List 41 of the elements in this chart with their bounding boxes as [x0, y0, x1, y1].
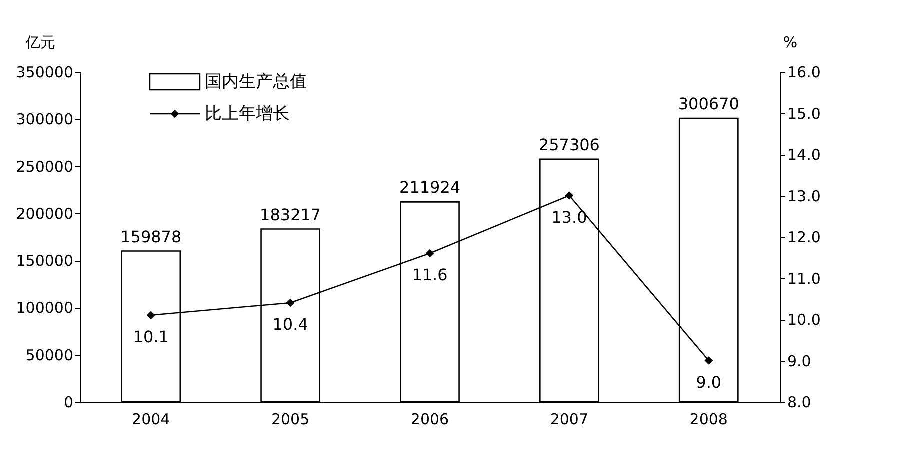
data-label: 9.0	[696, 372, 722, 392]
point	[146, 311, 156, 320]
data-label: 13.0	[552, 208, 588, 227]
point	[426, 249, 434, 258]
y-tick-label: 200000	[16, 204, 74, 223]
legend-label: 比上年增长	[205, 104, 290, 124]
point	[565, 192, 574, 200]
y-tick-label: 50000	[26, 346, 74, 364]
y2-tick-label: 16.0	[788, 64, 821, 82]
x-tick-label: 2006	[410, 410, 450, 428]
y2-tick-label: 13.0	[788, 187, 821, 206]
data-label: 300670	[678, 94, 740, 114]
data-label: 159878	[120, 227, 182, 246]
data-label: 211924	[399, 178, 461, 198]
y-tick-label: 150000	[16, 252, 74, 270]
data-label: 257306	[538, 135, 600, 154]
x-tick-label: 2008	[690, 410, 728, 428]
point	[286, 298, 295, 308]
y2-tick-label: 12.0	[788, 228, 821, 246]
y2-tick-label: 10.0	[788, 311, 821, 329]
y-tick-label: 100000	[16, 299, 74, 318]
y2-tick-label: 8.0	[788, 394, 812, 412]
data-label: 10.1	[133, 327, 169, 346]
y-axis-title: 亿元	[24, 34, 56, 52]
y2-tick-label: 15.0	[788, 104, 821, 123]
data-label: 10.4	[272, 315, 308, 334]
y-tick-label: 300000	[16, 110, 74, 129]
point	[704, 356, 714, 365]
y2-tick-label: 14.0	[788, 146, 821, 164]
y2-tick-label: 11.0	[788, 270, 821, 288]
x-tick-label: 2004	[132, 410, 170, 428]
x-tick-label: 2005	[271, 410, 310, 428]
y-tick-label: 350000	[16, 64, 74, 82]
x-tick-label: 2007	[550, 410, 589, 428]
y-tick-label: 250000	[16, 158, 74, 176]
y-tick-label: 0	[64, 394, 74, 412]
y2-tick-label: 9.0	[788, 352, 812, 370]
y2-axis-title: %	[783, 34, 798, 52]
data-label: 183217	[260, 205, 322, 224]
data-label: 11.6	[412, 266, 448, 284]
legend-label: 国内生产总值	[205, 72, 307, 92]
